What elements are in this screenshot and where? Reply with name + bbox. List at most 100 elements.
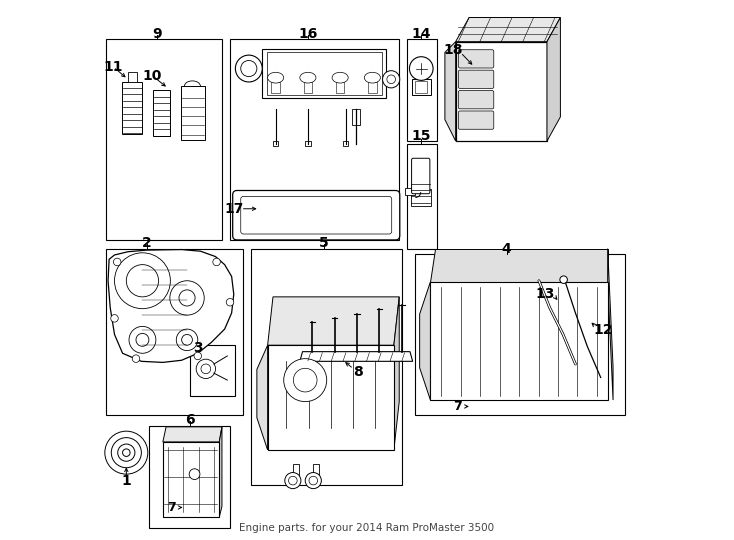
Polygon shape — [394, 297, 399, 450]
Bar — [534, 277, 543, 285]
Circle shape — [129, 326, 156, 353]
Text: 6: 6 — [185, 414, 195, 428]
Circle shape — [284, 359, 327, 402]
Circle shape — [410, 57, 433, 80]
Circle shape — [213, 258, 220, 266]
Text: 7: 7 — [453, 400, 462, 413]
Circle shape — [226, 299, 233, 306]
Circle shape — [115, 253, 170, 309]
Circle shape — [189, 469, 200, 480]
Bar — [352, 109, 360, 125]
Polygon shape — [445, 42, 456, 141]
Text: 14: 14 — [411, 26, 430, 40]
Ellipse shape — [300, 72, 316, 83]
Bar — [293, 464, 299, 477]
Bar — [122, 82, 142, 133]
Circle shape — [309, 476, 318, 485]
Circle shape — [382, 71, 400, 88]
Ellipse shape — [268, 72, 284, 83]
Text: Engine parts. for your 2014 Ram ProMaster 3500: Engine parts. for your 2014 Ram ProMaste… — [239, 523, 495, 533]
Circle shape — [305, 472, 321, 489]
Text: 13: 13 — [536, 287, 555, 301]
Circle shape — [285, 472, 301, 489]
Bar — [150, 426, 230, 528]
Polygon shape — [257, 345, 268, 450]
Bar — [313, 464, 319, 477]
Bar — [252, 248, 402, 485]
Bar — [343, 141, 348, 146]
Bar — [266, 52, 382, 95]
Circle shape — [179, 290, 195, 306]
Polygon shape — [547, 17, 560, 141]
Bar — [128, 72, 137, 82]
Polygon shape — [163, 427, 222, 442]
Bar — [304, 82, 312, 93]
Circle shape — [123, 449, 130, 456]
Polygon shape — [430, 248, 608, 282]
Text: 2: 2 — [142, 236, 152, 250]
Circle shape — [105, 431, 148, 474]
Circle shape — [288, 476, 297, 485]
Polygon shape — [268, 345, 394, 450]
FancyBboxPatch shape — [458, 70, 494, 89]
Circle shape — [136, 333, 149, 346]
Ellipse shape — [332, 72, 348, 83]
Bar — [305, 141, 310, 146]
Circle shape — [196, 359, 216, 379]
Bar — [415, 254, 625, 415]
Bar — [407, 39, 437, 141]
Text: 4: 4 — [502, 241, 512, 255]
Circle shape — [176, 329, 197, 350]
Bar — [240, 198, 398, 238]
Circle shape — [126, 265, 159, 297]
Bar — [415, 82, 427, 93]
FancyBboxPatch shape — [458, 50, 494, 68]
Polygon shape — [300, 352, 413, 361]
Polygon shape — [219, 427, 222, 517]
Polygon shape — [430, 282, 608, 400]
Bar — [106, 39, 222, 240]
Circle shape — [112, 437, 142, 468]
Circle shape — [132, 355, 139, 362]
Text: 18: 18 — [443, 43, 462, 57]
Bar — [336, 82, 344, 93]
Bar — [278, 359, 383, 431]
Circle shape — [201, 364, 211, 374]
Polygon shape — [608, 248, 613, 400]
Polygon shape — [268, 297, 399, 345]
Circle shape — [560, 276, 567, 284]
Bar — [153, 90, 170, 136]
Bar — [181, 86, 205, 140]
Polygon shape — [456, 42, 547, 141]
Text: 7: 7 — [167, 501, 176, 514]
Text: 12: 12 — [594, 323, 613, 337]
Polygon shape — [108, 249, 233, 362]
Circle shape — [241, 60, 257, 77]
Text: 9: 9 — [153, 26, 162, 40]
Bar — [262, 49, 386, 98]
Bar — [368, 82, 377, 93]
Polygon shape — [456, 17, 560, 42]
Bar — [273, 141, 278, 146]
Circle shape — [117, 444, 135, 461]
Circle shape — [387, 75, 396, 84]
Polygon shape — [163, 442, 219, 517]
FancyBboxPatch shape — [233, 191, 400, 240]
Text: 10: 10 — [142, 69, 161, 83]
Bar — [436, 290, 603, 384]
Circle shape — [194, 352, 202, 360]
FancyBboxPatch shape — [412, 158, 430, 194]
Polygon shape — [420, 282, 430, 400]
Bar — [230, 39, 399, 240]
Text: 8: 8 — [354, 365, 363, 379]
Text: 11: 11 — [103, 60, 123, 74]
Text: 16: 16 — [298, 26, 318, 40]
Text: 3: 3 — [193, 341, 203, 355]
Bar — [412, 79, 431, 96]
Text: 17: 17 — [224, 202, 244, 216]
Circle shape — [111, 315, 118, 322]
Bar — [407, 144, 437, 248]
Circle shape — [294, 368, 317, 392]
FancyBboxPatch shape — [458, 91, 494, 109]
Bar — [189, 345, 236, 396]
